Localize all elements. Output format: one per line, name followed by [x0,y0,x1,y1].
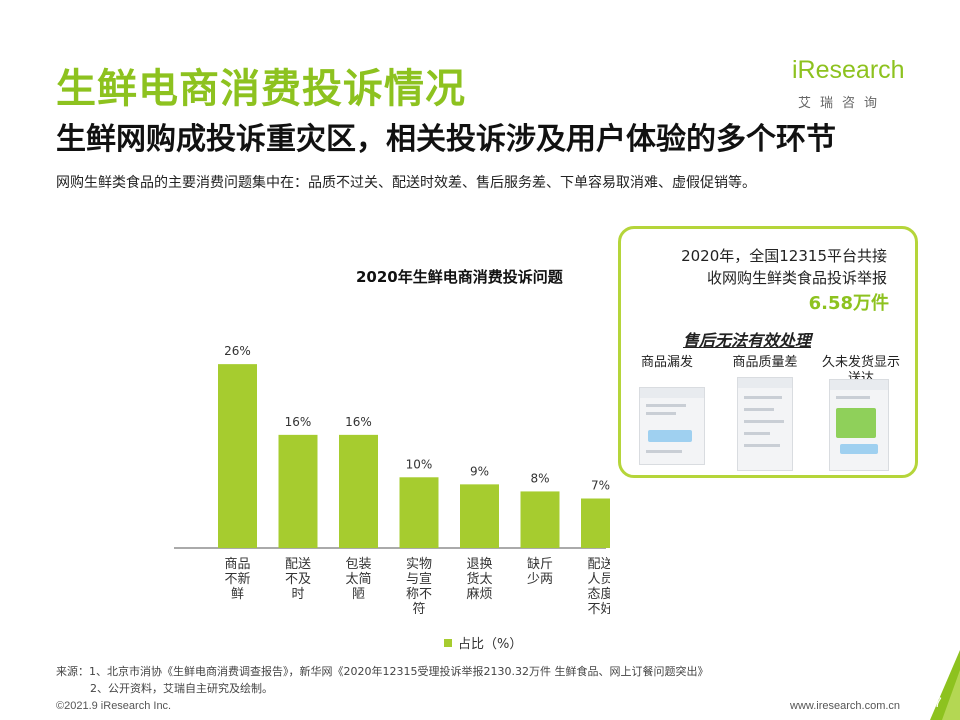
bar [339,434,378,548]
bar-value-label: 8% [530,471,549,485]
x-tick-label: 实物 [406,557,432,572]
logo-cn-text: 艾瑞咨询 [798,96,887,111]
x-tick-label: 包装 [345,557,371,572]
legend-label: 占比（%） [458,637,523,652]
source-note-line1: 来源：1、北京市消协《生鲜电商消费调查报告》，新华网《2020年12315受理投… [56,665,709,678]
x-tick-label: 鲜 [231,587,244,602]
bar-value-label: 9% [470,464,489,478]
corner-decoration [930,650,960,720]
page-subtitle: 生鲜网购成投诉重灾区，相关投诉涉及用户体验的多个环节 [56,122,836,157]
x-tick-label: 商品 [224,557,250,572]
callout-text-line2: 收网购生鲜类食品投诉举报 [706,269,887,287]
logo-text: iResearch [792,56,905,84]
legend-swatch [444,638,452,647]
page-title: 生鲜电商消费投诉情况 [56,66,466,112]
x-tick-label: 不新 [224,571,250,587]
bar [460,484,499,548]
bar-value-label: 26% [224,344,251,358]
x-tick-label: 时 [291,587,304,602]
x-tick-label: 态度 [587,586,610,602]
x-tick-label: 与宣 [406,571,432,587]
bar [399,477,439,548]
x-tick-label: 缺斤 [527,557,553,572]
callout-number: 6.58万件 [808,293,889,314]
chart-title: 2020年生鲜电商消费投诉问题 [356,268,563,286]
complaint-bar-chart: 26%商品不新鲜16%配送不及时16%包装太简陋10%实物与宣称不符9%退换货太… [174,344,610,617]
x-tick-label: 少两 [527,572,553,587]
bar-value-label: 7% [591,479,610,493]
website-text: www.iresearch.com.cn [790,700,901,712]
x-tick-label: 麻烦 [466,587,492,602]
complaint-callout-box: 2020年，全国12315平台共接 收网购生鲜类食品投诉举报 6.58万件 售后… [618,226,918,478]
bar-value-label: 16% [285,415,312,429]
page-description: 网购生鲜类食品的主要消费问题集中在：品质不过关、配送时效差、售后服务差、下单容易… [56,175,756,191]
bar [520,491,560,548]
screenshot-not-shipped [829,379,889,471]
bar [278,434,318,548]
bar [581,498,610,548]
copyright-text: ©2021.9 iResearch Inc. [56,700,172,712]
bar-value-label: 10% [406,457,433,471]
x-tick-label: 货太 [466,571,492,587]
x-tick-label: 太简 [345,571,371,587]
x-tick-label: 配送 [587,557,610,572]
x-tick-label: 符 [412,601,425,617]
x-tick-label: 不及 [285,572,311,587]
x-tick-label: 不好 [587,602,610,617]
caption-missing-item: 商品漏发 [640,355,693,370]
source-note-line2: 2、公开资料，艾瑞自主研究及绘制。 [90,682,273,695]
chart-legend: 占比（%） [444,633,522,652]
bar [218,364,257,548]
callout-heading: 售后无法有效处理 [683,331,812,350]
x-tick-label: 退换 [466,557,492,572]
callout-text-line1: 2020年，全国12315平台共接 [681,247,887,265]
iresearch-logo: iResearch 艾瑞咨询 [792,56,914,112]
caption-poor-quality: 商品质量差 [732,355,798,370]
bar-value-label: 16% [345,415,372,429]
x-tick-label: 配送 [285,557,311,572]
screenshot-missing-item [639,387,705,465]
x-tick-label: 人员 [587,572,610,587]
x-tick-label: 称不 [406,587,432,602]
page-number: 7 [934,694,942,710]
x-tick-label: 陋 [352,587,365,602]
screenshot-poor-quality [737,377,793,471]
